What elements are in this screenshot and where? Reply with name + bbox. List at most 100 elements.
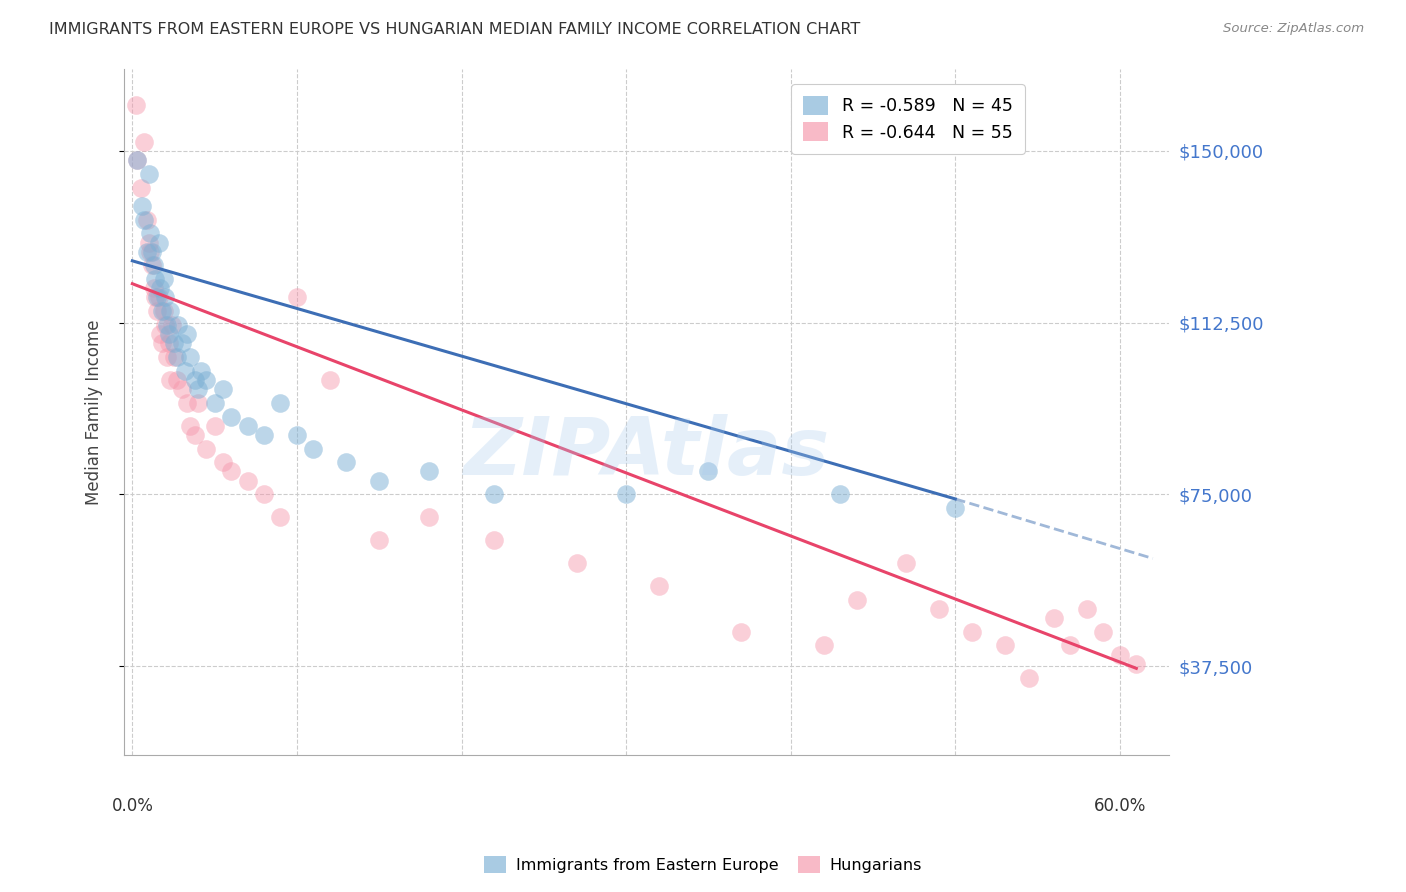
Point [176,396,198,410]
Point [184,427,207,442]
Point [697,465,720,479]
Point [157,336,180,351]
Point [148,235,170,250]
Point [894,556,917,570]
Point [236,474,259,488]
Point [813,639,835,653]
Point [149,327,172,342]
Point [187,382,209,396]
Point [190,364,212,378]
Point [285,427,308,442]
Point [148,290,170,304]
Point [195,373,218,387]
Point [167,318,190,332]
Point [1108,648,1130,662]
Point [187,396,209,410]
Point [1059,639,1081,653]
Point [124,98,146,112]
Point [204,396,226,410]
Point [1076,602,1098,616]
Point [160,318,183,332]
Point [142,259,165,273]
Y-axis label: Median Family Income: Median Family Income [86,319,103,505]
Point [928,602,950,616]
Point [418,510,440,524]
Point [138,167,160,181]
Point [170,336,193,351]
Point [162,336,184,351]
Text: ZIPAtlas: ZIPAtlas [464,414,830,492]
Point [484,487,506,501]
Legend: Immigrants from Eastern Europe, Hungarians: Immigrants from Eastern Europe, Hungaria… [478,849,928,880]
Point [484,533,506,548]
Point [285,290,308,304]
Point [159,304,181,318]
Point [1018,671,1040,685]
Point [845,592,868,607]
Point [146,304,169,318]
Point [1092,624,1115,639]
Point [166,373,188,387]
Point [319,373,342,387]
Point [368,533,391,548]
Point [368,474,391,488]
Point [179,418,201,433]
Point [139,244,162,259]
Point [269,396,291,410]
Point [219,465,242,479]
Point [157,327,180,342]
Point [150,304,173,318]
Point [155,290,177,304]
Point [132,212,155,227]
Point [162,350,184,364]
Point [156,350,179,364]
Point [136,244,159,259]
Point [253,427,276,442]
Point [129,180,152,194]
Point [159,373,181,387]
Point [166,350,188,364]
Point [132,135,155,149]
Point [195,442,218,456]
Point [156,318,179,332]
Text: 60.0%: 60.0% [1094,797,1146,814]
Point [204,418,226,433]
Point [184,373,207,387]
Point [174,364,197,378]
Point [152,304,174,318]
Point [1043,611,1066,625]
Point [648,579,671,593]
Point [212,455,235,469]
Point [565,556,588,570]
Point [136,212,159,227]
Point [176,327,198,342]
Point [146,290,169,304]
Point [150,336,173,351]
Point [127,153,149,167]
Point [253,487,276,501]
Point [212,382,235,396]
Point [138,235,160,250]
Point [269,510,291,524]
Point [179,350,201,364]
Point [131,199,153,213]
Point [418,465,440,479]
Point [335,455,357,469]
Text: 0.0%: 0.0% [111,797,153,814]
Point [614,487,637,501]
Point [155,318,177,332]
Point [149,281,172,295]
Point [141,244,163,259]
Point [145,272,167,286]
Point [236,418,259,433]
Text: Source: ZipAtlas.com: Source: ZipAtlas.com [1223,22,1364,36]
Point [302,442,325,456]
Point [219,409,242,424]
Point [145,290,167,304]
Point [1125,657,1147,671]
Point [170,382,193,396]
Point [127,153,149,167]
Point [139,227,162,241]
Point [960,624,983,639]
Point [142,281,165,295]
